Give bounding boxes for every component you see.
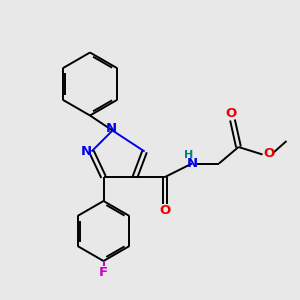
Text: O: O [225, 107, 237, 120]
Text: O: O [263, 146, 275, 160]
Text: F: F [99, 266, 108, 279]
Text: N: N [105, 122, 117, 135]
Text: O: O [159, 203, 171, 217]
Text: N: N [80, 145, 92, 158]
Text: H: H [184, 150, 194, 160]
Text: N: N [186, 157, 198, 170]
